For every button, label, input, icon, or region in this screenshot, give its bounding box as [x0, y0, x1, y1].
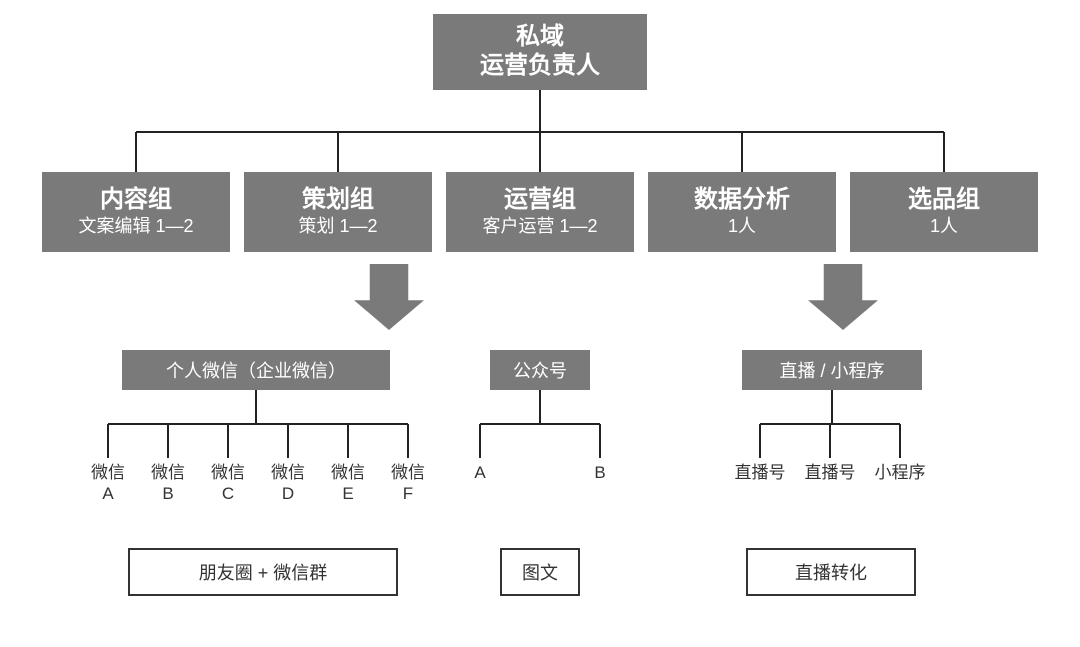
department-title: 选品组 [908, 186, 980, 215]
department-node: 运营组客户运营 1—2 [446, 172, 634, 252]
outcome-label: 朋友圈 + 微信群 [199, 559, 328, 585]
leaf-label: 微信 D [258, 462, 318, 505]
leaf-label: 直播号 [800, 462, 860, 483]
department-title: 内容组 [100, 186, 172, 215]
department-title: 运营组 [504, 186, 576, 215]
leaf-label: A [450, 462, 510, 483]
leaf-label: 直播号 [730, 462, 790, 483]
department-node: 内容组文案编辑 1—2 [42, 172, 230, 252]
channel-header: 个人微信（企业微信） [122, 350, 390, 390]
leaf-label: 小程序 [870, 462, 930, 483]
department-title: 数据分析 [694, 186, 790, 215]
department-subtitle: 策划 1—2 [298, 215, 377, 238]
channel-header-label: 公众号 [513, 357, 567, 383]
root-title-line2: 运营负责人 [480, 52, 600, 81]
department-subtitle: 文案编辑 1—2 [78, 215, 193, 238]
department-title: 策划组 [302, 186, 374, 215]
department-node: 数据分析1人 [648, 172, 836, 252]
leaf-label: 微信 E [318, 462, 378, 505]
channel-header-label: 个人微信（企业微信） [166, 357, 346, 383]
channel-header: 公众号 [490, 350, 590, 390]
leaf-label: 微信 B [138, 462, 198, 505]
department-subtitle: 客户运营 1—2 [482, 215, 597, 238]
leaf-label: 微信 A [78, 462, 138, 505]
root-node: 私域运营负责人 [433, 14, 647, 90]
department-subtitle: 1人 [728, 215, 756, 238]
channel-header: 直播 / 小程序 [742, 350, 922, 390]
outcome-box: 图文 [500, 548, 580, 596]
leaf-label: 微信 C [198, 462, 258, 505]
outcome-box: 朋友圈 + 微信群 [128, 548, 398, 596]
outcome-label: 直播转化 [795, 559, 867, 585]
department-node: 策划组策划 1—2 [244, 172, 432, 252]
leaf-label: B [570, 462, 630, 483]
leaf-label: 微信 F [378, 462, 438, 505]
arrow-down-icon [354, 264, 424, 330]
department-node: 选品组1人 [850, 172, 1038, 252]
outcome-box: 直播转化 [746, 548, 916, 596]
department-subtitle: 1人 [930, 215, 958, 238]
outcome-label: 图文 [522, 559, 558, 585]
root-title-line1: 私域 [516, 23, 564, 52]
channel-header-label: 直播 / 小程序 [779, 357, 884, 383]
arrow-down-icon [808, 264, 878, 330]
